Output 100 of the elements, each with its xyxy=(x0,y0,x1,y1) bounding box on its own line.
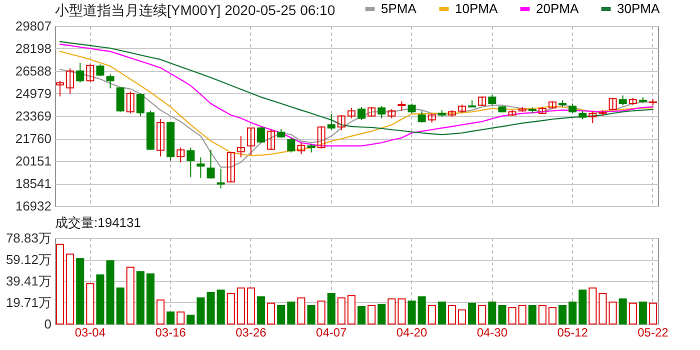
bar xyxy=(146,273,154,324)
candlestick xyxy=(388,108,396,119)
candlestick xyxy=(358,106,366,120)
candlestick xyxy=(116,86,124,112)
y-tick-label: 23369 xyxy=(15,108,52,124)
candlestick xyxy=(76,62,84,83)
bar xyxy=(358,306,366,324)
candlestick xyxy=(347,107,356,119)
bar xyxy=(267,302,276,324)
bar xyxy=(588,288,597,324)
x-tick-label: 05-12 xyxy=(557,326,588,340)
candlestick xyxy=(226,151,235,184)
y-tick-label: 24979 xyxy=(15,86,52,101)
y-tick-label: 18541 xyxy=(15,176,52,192)
bar xyxy=(548,307,556,324)
candlestick xyxy=(428,112,436,124)
bar xyxy=(418,296,426,324)
bar xyxy=(478,304,486,324)
legend-label: 5PMA xyxy=(381,1,417,16)
bar xyxy=(287,302,296,324)
candlestick xyxy=(66,68,74,94)
candlestick xyxy=(246,126,255,156)
bar xyxy=(56,244,64,324)
y-tick-label: 59.12万 xyxy=(6,252,52,268)
bar xyxy=(568,302,577,324)
y-tick-label: 0 xyxy=(44,316,52,332)
bar xyxy=(156,300,165,324)
bar xyxy=(458,309,466,324)
bar xyxy=(186,314,195,324)
bar xyxy=(76,258,84,324)
bar xyxy=(498,304,506,324)
candlestick xyxy=(317,126,326,150)
x-tick-label: 04-30 xyxy=(476,326,508,340)
candlestick xyxy=(337,114,346,131)
bar xyxy=(136,271,144,324)
bar xyxy=(126,266,134,324)
bar xyxy=(257,296,266,324)
bar xyxy=(628,302,637,324)
x-tick-label: 03-04 xyxy=(74,326,106,340)
bar xyxy=(317,300,326,324)
candlestick xyxy=(608,98,617,111)
y-tick-label: 29807 xyxy=(15,18,52,34)
x-tick-label: 04-07 xyxy=(316,326,348,340)
candlestick xyxy=(86,64,94,82)
bar xyxy=(638,302,647,324)
candlestick xyxy=(257,126,266,144)
bar xyxy=(86,283,94,324)
candlestick xyxy=(106,74,114,89)
candlestick xyxy=(478,96,486,106)
bar xyxy=(388,298,396,324)
bar xyxy=(408,300,416,324)
bar xyxy=(196,297,205,324)
candlestick xyxy=(418,110,426,124)
candlestick xyxy=(136,92,144,116)
candlestick xyxy=(287,137,296,153)
candlestick xyxy=(368,106,376,118)
bar xyxy=(368,304,376,324)
y-tick-label: 26588 xyxy=(15,64,52,79)
bar xyxy=(206,292,215,324)
bar xyxy=(176,312,185,324)
bar xyxy=(277,304,286,324)
candlestick xyxy=(176,147,185,163)
candlestick xyxy=(96,64,104,76)
y-tick-label: 28198 xyxy=(15,40,52,56)
bar xyxy=(508,307,516,324)
bar xyxy=(398,298,406,324)
bar xyxy=(337,297,346,324)
bar xyxy=(558,304,567,324)
bar xyxy=(448,304,456,324)
legend-label: 20PMA xyxy=(536,1,579,16)
candlestick xyxy=(618,94,627,106)
candlestick xyxy=(196,156,205,178)
candlestick xyxy=(488,94,496,106)
y-tick-label: 21760 xyxy=(15,131,52,146)
candlestick xyxy=(267,129,276,150)
y-tick-label: 78.83万 xyxy=(6,230,52,246)
y-tick-label: 16932 xyxy=(15,198,52,214)
bar xyxy=(96,274,104,324)
chart-title: 小型道指当月连续[YM00Y] 2020-05-25 06:10 xyxy=(55,2,336,18)
bar xyxy=(246,288,255,324)
bar xyxy=(468,302,476,324)
bar xyxy=(578,290,587,324)
bar xyxy=(438,302,446,324)
bar xyxy=(598,292,607,324)
bar xyxy=(166,312,175,324)
bar xyxy=(106,260,114,324)
candlestick xyxy=(588,110,597,124)
x-tick-label: 03-16 xyxy=(155,326,186,340)
legend-label: 10PMA xyxy=(455,1,498,16)
bar xyxy=(648,302,657,324)
bar xyxy=(226,292,235,324)
bar xyxy=(66,254,74,324)
bar xyxy=(528,304,536,324)
x-tick-label: 03-26 xyxy=(236,326,267,340)
candlestick xyxy=(216,168,225,189)
chart-title: 成交量:194131 xyxy=(55,215,141,230)
candlestick xyxy=(236,136,245,158)
candlestick xyxy=(156,118,165,157)
bar xyxy=(327,292,336,324)
bar xyxy=(297,297,306,324)
